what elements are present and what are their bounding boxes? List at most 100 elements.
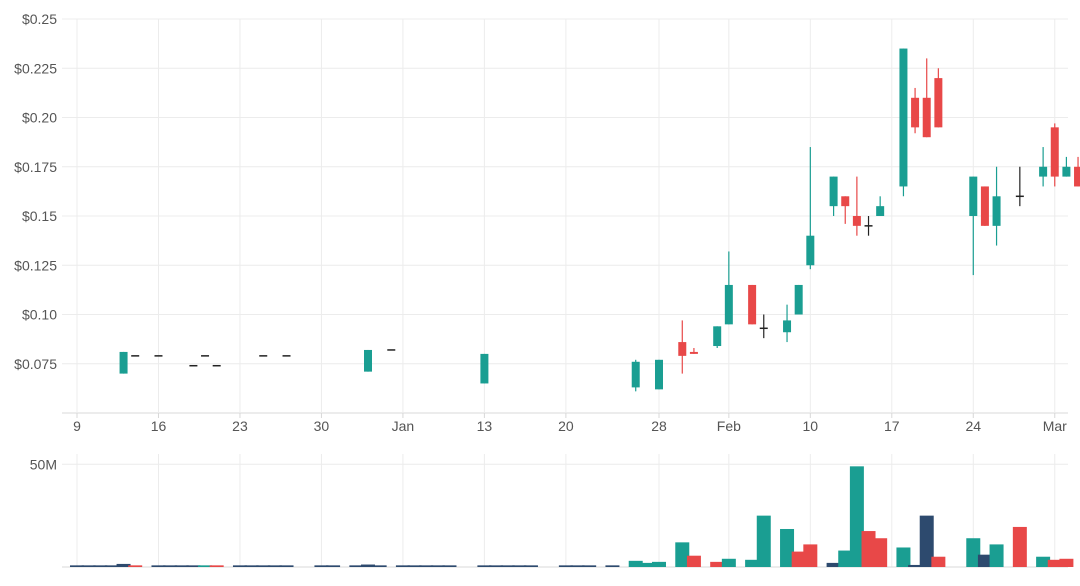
- candle: [655, 359, 663, 390]
- y-tick-label: $0.125: [14, 257, 57, 273]
- candle: [1074, 156, 1080, 187]
- x-tick-label: 30: [314, 418, 330, 434]
- x-tick-label: Feb: [717, 418, 741, 434]
- volume-bar: [174, 565, 189, 567]
- volume-bar: [198, 565, 213, 567]
- y-tick-label: $0.075: [14, 356, 57, 372]
- volume-y-tick-label: 50M: [30, 456, 57, 472]
- candlesticks: [119, 48, 1080, 392]
- candle-body: [689, 351, 698, 354]
- x-tick-label: 24: [965, 418, 981, 434]
- candle: [748, 284, 757, 325]
- volume-bar: [489, 565, 504, 567]
- volume-bar: [372, 565, 387, 567]
- x-tick-label: 23: [232, 418, 248, 434]
- volume-bar: [209, 565, 224, 567]
- candle-body: [1074, 166, 1080, 187]
- volume-bar: [989, 544, 1004, 567]
- volume-bar: [81, 565, 96, 567]
- volume-bar: [873, 538, 888, 567]
- candle: [1039, 147, 1048, 187]
- candle-body: [992, 196, 1001, 226]
- candle-body: [969, 176, 978, 216]
- volume-bar: [104, 565, 119, 567]
- y-tick-label: $0.225: [14, 60, 57, 76]
- candle-body: [934, 78, 943, 128]
- y-tick-label: $0.25: [22, 11, 57, 27]
- candle: [119, 351, 128, 374]
- volume-bar: [652, 561, 666, 567]
- y-tick-label: $0.15: [22, 208, 57, 224]
- candle: [934, 68, 943, 128]
- candle: [864, 216, 873, 236]
- candle: [759, 314, 768, 339]
- candle: [1062, 156, 1071, 177]
- candle: [876, 196, 885, 216]
- volume-bar: [419, 565, 434, 567]
- volume-bar: [861, 531, 876, 567]
- volume-bar: [791, 551, 806, 567]
- candle: [980, 186, 989, 226]
- volume-bar: [605, 565, 620, 567]
- x-tick-label: 13: [477, 418, 493, 434]
- candle-body: [1050, 127, 1059, 177]
- volume-bar: [1012, 526, 1027, 567]
- candle-body: [724, 284, 733, 325]
- candle-body: [841, 196, 850, 207]
- volume-bar: [256, 565, 271, 567]
- candle: [1015, 166, 1024, 207]
- candle: [678, 320, 687, 374]
- volume-bar: [896, 547, 911, 567]
- volume-bar: [128, 565, 143, 567]
- candle: [480, 353, 489, 384]
- candle: [911, 87, 920, 134]
- candle-body: [806, 235, 815, 266]
- volume-bar: [395, 565, 410, 567]
- volume-bar: [186, 565, 201, 567]
- volume-bar: [151, 565, 166, 567]
- candle: [992, 166, 1001, 246]
- volume-bar: [407, 565, 422, 567]
- volume-bar: [326, 565, 341, 567]
- candle: [852, 176, 861, 236]
- volume-bar: [803, 544, 818, 567]
- candle-body: [852, 216, 861, 226]
- volume-bar: [756, 515, 771, 567]
- x-tick-label: 16: [151, 418, 167, 434]
- candle-body: [829, 176, 838, 207]
- volume-bar: [349, 565, 364, 567]
- candle: [841, 196, 850, 224]
- volume-bar: [977, 554, 992, 567]
- volume-bar: [966, 538, 981, 567]
- candle-body: [899, 48, 908, 187]
- volume-bar: [430, 565, 445, 567]
- volume-bar: [675, 542, 690, 567]
- candle-body: [922, 97, 931, 138]
- candle-body: [713, 326, 722, 347]
- volume-bar: [442, 565, 457, 567]
- volume-bar: [838, 550, 853, 567]
- volume-bar: [570, 565, 585, 567]
- candle: [724, 251, 733, 325]
- candle: [631, 359, 640, 392]
- volume-bar: [826, 562, 841, 567]
- x-tick-label: Jan: [392, 418, 415, 434]
- candle-body: [364, 349, 372, 372]
- candle-body: [911, 97, 920, 128]
- candle-body: [119, 351, 128, 374]
- y-tick-label: $0.175: [14, 159, 57, 175]
- volume-bar: [512, 565, 527, 567]
- candle-body: [783, 320, 792, 333]
- candle: [364, 349, 372, 372]
- candle: [806, 147, 815, 270]
- candle: [829, 176, 838, 216]
- volume-bar: [267, 565, 282, 567]
- volume-bar: [314, 565, 329, 567]
- volume-bar: [163, 565, 178, 567]
- volume-bar: [244, 565, 259, 567]
- volume-bar: [93, 565, 108, 567]
- volume-bar: [919, 515, 934, 567]
- candle-body: [980, 186, 989, 226]
- volume-bar: [582, 565, 597, 567]
